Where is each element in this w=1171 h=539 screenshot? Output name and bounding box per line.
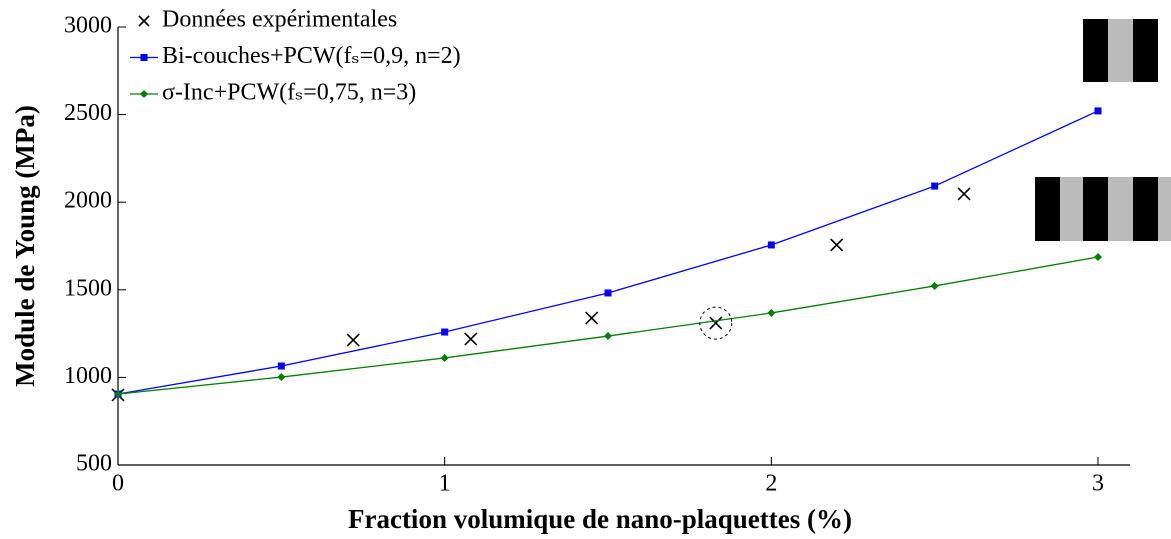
y-tick-label: 2000 <box>64 188 112 214</box>
y-tick-label: 3000 <box>64 13 112 39</box>
marker-x <box>709 316 723 330</box>
y-tick-label: 2500 <box>64 100 112 126</box>
marker-diamond <box>604 332 612 341</box>
highlight-circle <box>699 306 733 340</box>
marker-square <box>1094 107 1102 115</box>
y-axis-title: Module de Young (MPa) <box>10 105 40 387</box>
legend-marker <box>140 54 148 61</box>
y-tick-label: 1000 <box>64 363 112 389</box>
marker-x <box>585 311 599 325</box>
marker-square <box>441 328 449 336</box>
y-tick-label: 1500 <box>64 275 112 301</box>
x-axis-title: Fraction volumique de nano-plaquettes (%… <box>348 504 852 534</box>
legend-label: Bi-couches+PCW(fₛ=0,9, n=2) <box>162 43 461 69</box>
y-tick-label: 500 <box>76 451 112 477</box>
marker-diamond <box>767 308 776 317</box>
marker-x <box>830 238 844 252</box>
marker-diamond <box>440 353 449 362</box>
series-line <box>117 256 1099 395</box>
marker-square <box>767 241 775 249</box>
legend-label: σ-Inc+PCW(fₛ=0,75, n=3) <box>162 80 416 106</box>
legend-label: Données expérimentales <box>162 7 397 33</box>
legend-marker <box>140 90 148 98</box>
legend-marker <box>138 15 150 27</box>
stripes-icon <box>1083 19 1158 82</box>
x-tick-label: 2 <box>765 471 777 497</box>
marker-square <box>604 289 612 297</box>
marker-x <box>464 332 478 346</box>
x-tick-label: 0 <box>112 471 124 497</box>
series-line <box>117 110 1099 395</box>
stripes-icon <box>1035 177 1171 241</box>
marker-square <box>277 362 285 370</box>
marker-diamond <box>930 281 939 290</box>
marker-x <box>957 187 971 201</box>
marker-diamond <box>277 373 286 382</box>
marker-square <box>931 182 939 190</box>
marker-diamond <box>1094 253 1102 262</box>
marker-x <box>346 333 360 347</box>
marker-diamond <box>114 390 122 399</box>
x-tick-label: 3 <box>1092 471 1104 497</box>
x-tick-label: 1 <box>439 471 451 497</box>
